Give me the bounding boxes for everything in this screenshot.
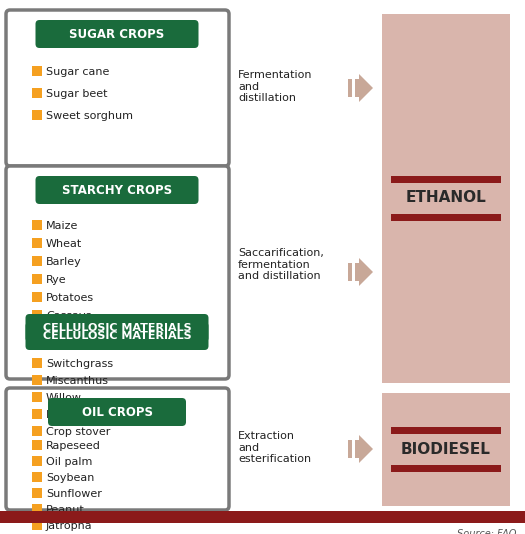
Text: Potatoes: Potatoes (46, 293, 94, 303)
Text: Rye: Rye (46, 275, 67, 285)
Bar (355, 440, 359, 458)
Bar (32, 292, 42, 302)
Bar (382, 14, 510, 383)
Text: CELLULOSIC MATERIALS: CELLULOSIC MATERIALS (43, 323, 191, 333)
Bar (391, 465, 501, 472)
FancyBboxPatch shape (26, 322, 208, 350)
Bar (0, 511, 525, 523)
Text: Willow: Willow (46, 393, 82, 403)
Text: Cassava: Cassava (46, 311, 92, 321)
Bar (348, 440, 352, 458)
Text: Saccarification,
fermentation
and distillation: Saccarification, fermentation and distil… (238, 248, 324, 281)
FancyBboxPatch shape (26, 314, 208, 342)
Text: Extraction
and
esterification: Extraction and esterification (238, 431, 311, 464)
FancyBboxPatch shape (6, 388, 229, 510)
Text: Sugar cane: Sugar cane (46, 67, 109, 77)
Text: Soybean: Soybean (46, 473, 94, 483)
Bar (32, 358, 42, 368)
FancyBboxPatch shape (48, 398, 186, 426)
Text: Source: FAO.: Source: FAO. (457, 529, 519, 534)
Text: BIODIESEL: BIODIESEL (401, 442, 491, 457)
Polygon shape (359, 74, 373, 102)
Bar (32, 375, 42, 385)
Text: Oil palm: Oil palm (46, 457, 92, 467)
Text: Fermentation
and
distillation: Fermentation and distillation (238, 70, 312, 103)
Text: Sunflower: Sunflower (46, 489, 102, 499)
Text: Crop stover: Crop stover (46, 427, 110, 437)
FancyBboxPatch shape (6, 10, 229, 166)
Bar (32, 440, 42, 450)
Text: CELLULOSIC MATERIALS: CELLULOSIC MATERIALS (43, 331, 191, 341)
Bar (32, 66, 42, 76)
Text: STARCHY CROPS: STARCHY CROPS (62, 184, 172, 197)
Text: Peanut: Peanut (46, 505, 85, 515)
Bar (32, 310, 42, 320)
Text: Rapeseed: Rapeseed (46, 441, 101, 451)
Polygon shape (359, 258, 373, 286)
Bar (355, 263, 359, 281)
Bar (391, 427, 501, 434)
Bar (32, 520, 42, 530)
Text: ETHANOL: ETHANOL (406, 191, 486, 206)
Bar (32, 274, 42, 284)
Bar (382, 393, 510, 506)
Bar (391, 214, 501, 221)
Bar (32, 88, 42, 98)
Bar (355, 79, 359, 97)
Bar (32, 220, 42, 230)
Bar (32, 409, 42, 419)
FancyBboxPatch shape (36, 176, 198, 204)
Polygon shape (359, 435, 373, 463)
Text: Sweet sorghum: Sweet sorghum (46, 111, 133, 121)
Bar (32, 488, 42, 498)
Bar (348, 79, 352, 97)
Bar (348, 263, 352, 281)
Bar (32, 256, 42, 266)
Text: Switchgrass: Switchgrass (46, 359, 113, 369)
Bar (32, 110, 42, 120)
Text: Miscanthus: Miscanthus (46, 376, 109, 386)
Text: Poplar: Poplar (46, 410, 81, 420)
Bar (32, 426, 42, 436)
Text: OIL CROPS: OIL CROPS (81, 405, 152, 419)
Bar (32, 238, 42, 248)
Bar (32, 504, 42, 514)
Text: Jatropha: Jatropha (46, 521, 92, 531)
Text: Wheat: Wheat (46, 239, 82, 249)
Text: Barley: Barley (46, 257, 82, 267)
Bar (391, 176, 501, 183)
Bar (32, 392, 42, 402)
Text: Sugar beet: Sugar beet (46, 89, 108, 99)
FancyBboxPatch shape (6, 166, 229, 379)
Bar (32, 456, 42, 466)
FancyBboxPatch shape (36, 20, 198, 48)
Bar (32, 472, 42, 482)
Text: SUGAR CROPS: SUGAR CROPS (69, 27, 165, 41)
Text: Maize: Maize (46, 221, 78, 231)
